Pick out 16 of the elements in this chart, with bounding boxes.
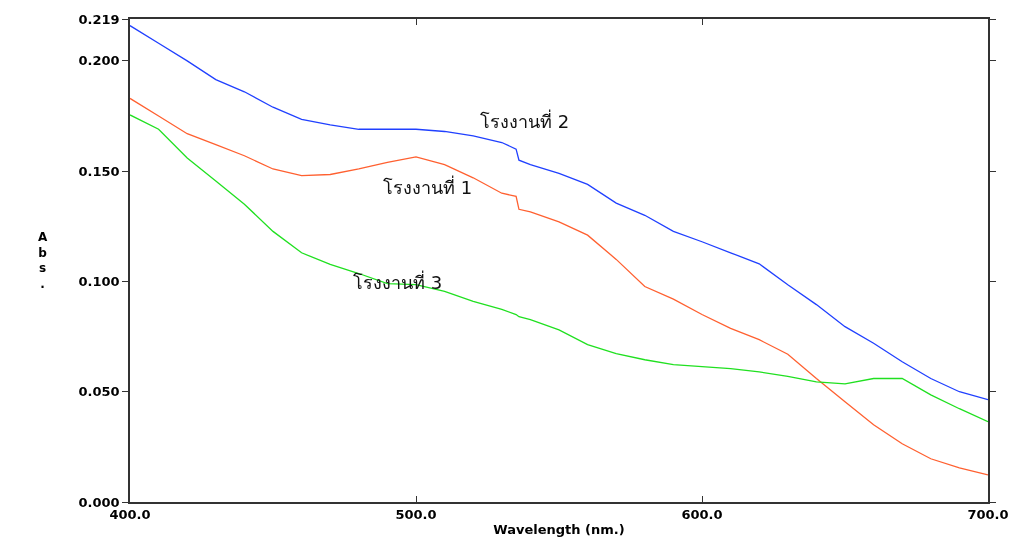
y-axis-title: Abs. xyxy=(38,230,48,291)
y-tick-label: 0.219 xyxy=(78,11,120,27)
line-series xyxy=(130,97,988,476)
line-series xyxy=(130,24,988,401)
series-label: โรงงานที่ 2 xyxy=(480,109,570,132)
y-tick-label: 0.050 xyxy=(78,384,120,400)
y-tick-label: 0.000 xyxy=(78,494,120,510)
series-label: โรงงานที่ 1 xyxy=(383,175,473,198)
x-tick-label: 400.0 xyxy=(109,507,151,523)
x-tick-label: 600.0 xyxy=(681,507,723,523)
x-tick-label: 700.0 xyxy=(967,507,1009,523)
x-tick-label: 500.0 xyxy=(395,507,437,523)
y-tick-label: 0.200 xyxy=(78,53,120,69)
y-tick-label: 0.100 xyxy=(78,274,120,289)
x-axis-title: Wavelength (nm.) xyxy=(493,522,625,538)
y-tick-label: 0.150 xyxy=(78,163,120,179)
